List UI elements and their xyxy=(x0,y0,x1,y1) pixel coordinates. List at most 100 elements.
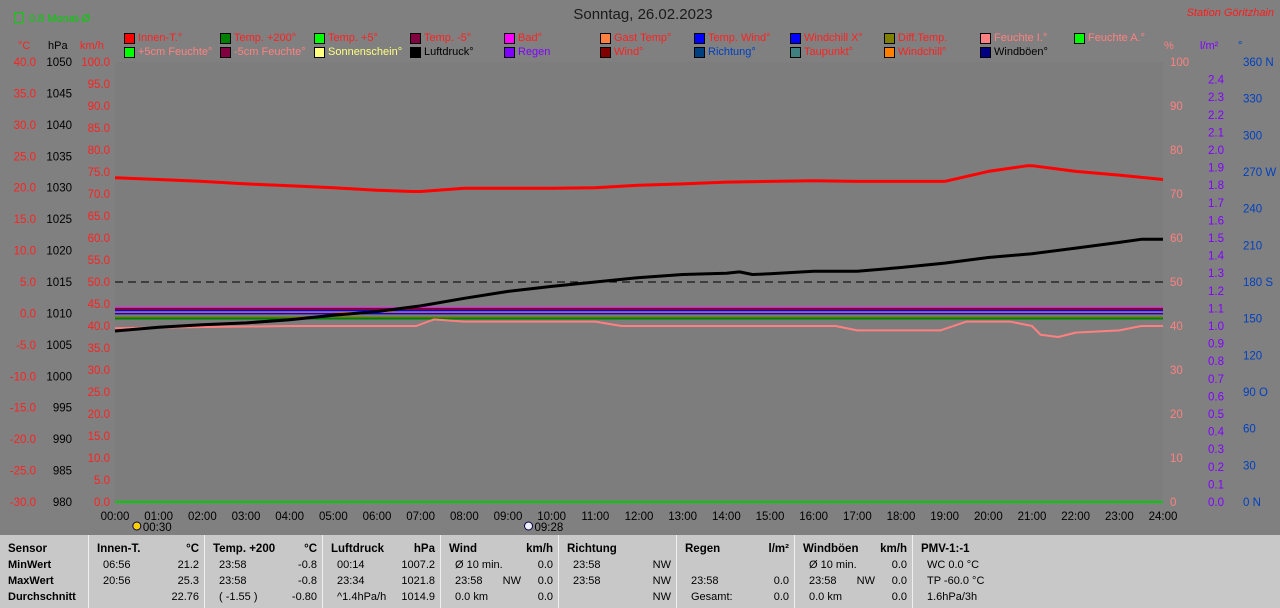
legend-swatch xyxy=(790,47,801,58)
stats-column-unit: l/m² xyxy=(768,543,789,555)
pressure-tick-label: 1000 xyxy=(46,371,72,383)
legend-label: Windchill° xyxy=(898,46,947,58)
marker-time-label: 00:30 xyxy=(143,522,172,534)
x-tick-label: 22:00 xyxy=(1061,511,1090,523)
stats-cell-time: TP -60.0 °C xyxy=(927,575,985,587)
stats-column: Regen l/m² 23:58 0.0 Gesamt: 0.0 xyxy=(676,535,795,608)
stats-column: Luftdruck hPa 00:14 1007.2 23:34 1021.8 ^1.4hP… xyxy=(322,535,441,608)
x-tick-label: 23:00 xyxy=(1105,511,1134,523)
legend-label: Wind° xyxy=(614,46,644,58)
wind-tick-label: 25.0 xyxy=(88,387,110,399)
stats-cell-time: Ø 10 min. xyxy=(809,559,857,571)
stats-column: Wind km/h Ø 10 min. 0.0 23:58 NW 0.0 0.0 km 0.0 xyxy=(440,535,559,608)
stats-column-unit: km/h xyxy=(526,543,553,555)
stats-column-unit: km/h xyxy=(880,543,907,555)
humidity-tick-label: 30 xyxy=(1170,365,1183,377)
humidity-tick-label: 20 xyxy=(1170,409,1183,421)
checkbox-icon[interactable] xyxy=(14,12,24,23)
legend-swatch xyxy=(694,33,705,44)
rain-tick-label: 1.4 xyxy=(1208,251,1225,263)
pressure-tick-label: 1040 xyxy=(46,120,72,132)
x-tick-label: 14:00 xyxy=(712,511,741,523)
direction-tick-label: 330 xyxy=(1243,94,1262,106)
wind-tick-label: 65.0 xyxy=(88,211,110,223)
rain-tick-label: 0.6 xyxy=(1208,391,1224,403)
legend-label: +5cm Feuchte° xyxy=(138,46,213,58)
humidity-tick-label: 0 xyxy=(1170,497,1176,509)
temp-tick-label: -5.0 xyxy=(16,340,36,352)
x-tick-label: 21:00 xyxy=(1018,511,1047,523)
legend-label: Bad° xyxy=(518,32,542,44)
chart-title: Sonntag, 26.02.2023 xyxy=(573,6,713,23)
x-tick-label: 15:00 xyxy=(756,511,785,523)
wind-tick-label: 15.0 xyxy=(88,431,110,443)
humidity-tick-label: 70 xyxy=(1170,189,1183,201)
humidity-tick-label: 80 xyxy=(1170,145,1183,157)
stats-cell-time: 23:58 xyxy=(809,575,837,587)
wind-tick-label: 50.0 xyxy=(88,277,110,289)
sunrise-moon-icon xyxy=(132,521,142,531)
stats-column-title: Innen-T. xyxy=(97,543,141,555)
temp-tick-label: 0.0 xyxy=(20,308,36,320)
stats-column-title: Temp. +200 xyxy=(213,543,276,555)
stats-cell-value: NW xyxy=(652,591,671,603)
legend-label: Feuchte I.° xyxy=(994,32,1048,44)
stats-cell-time: 0.0 km xyxy=(809,591,843,603)
legend-swatch xyxy=(410,33,421,44)
monthly-average-toggle[interactable]: 0.8 Monat-Ø xyxy=(14,12,90,25)
stats-row-label-avg: Durchschnitt xyxy=(8,591,76,603)
legend-swatch xyxy=(600,47,611,58)
legend-swatch xyxy=(314,33,325,44)
celsius-axis-header: °C xyxy=(18,40,31,52)
wind-tick-label: 60.0 xyxy=(88,233,110,245)
wind-tick-label: 45.0 xyxy=(88,299,110,311)
stats-cell-time: 1.6hPa/3h xyxy=(927,591,978,603)
rain-tick-label: 2.3 xyxy=(1208,92,1224,104)
pressure-tick-label: 990 xyxy=(53,434,72,446)
chart: 40.0 35.0 30.0 25.0 20.0 15.0 10.0 5.0 0.0 -5.0 -1… xyxy=(10,57,1277,534)
humidity-tick-label: 10 xyxy=(1170,453,1183,465)
rain-tick-label: 1.8 xyxy=(1208,180,1224,192)
x-tick-label: 01:00 xyxy=(144,511,173,523)
legend-swatch xyxy=(504,33,515,44)
wind-tick-label: 85.0 xyxy=(88,123,110,135)
x-tick-label: 04:00 xyxy=(275,511,304,523)
x-tick-label: 05:00 xyxy=(319,511,348,523)
direction-tick-label: 150 xyxy=(1243,314,1262,326)
rain-tick-label: 2.2 xyxy=(1208,110,1224,122)
wind-tick-label: 10.0 xyxy=(88,453,110,465)
direction-tick-label: 120 xyxy=(1243,350,1262,362)
rain-tick-label: 2.1 xyxy=(1208,127,1224,139)
stats-column-unit: °C xyxy=(186,543,199,555)
moonset-icon xyxy=(524,521,534,531)
rain-tick-label: 2.4 xyxy=(1208,75,1225,87)
rain-tick-label: 1.0 xyxy=(1208,321,1224,333)
temp-tick-label: -25.0 xyxy=(10,466,36,478)
temp-tick-label: -30.0 xyxy=(10,497,36,509)
legend-swatch xyxy=(980,47,991,58)
rain-tick-label: 0.5 xyxy=(1208,409,1224,421)
pressure-tick-label: 1035 xyxy=(46,151,72,163)
stats-column-title: Wind xyxy=(449,543,477,555)
legend-label: Temp. +5° xyxy=(328,32,378,44)
legend-label: -5cm Feuchte° xyxy=(234,46,306,58)
temp-tick-label: 35.0 xyxy=(14,88,36,100)
marker-time-label: 09:28 xyxy=(535,522,564,534)
legend-label: Diff.Temp. xyxy=(898,32,948,44)
legend-swatch xyxy=(410,47,421,58)
temp-tick-label: 10.0 xyxy=(14,246,36,258)
stats-column-title: PMV-1:-1 xyxy=(921,543,970,555)
x-tick-label: 10:00 xyxy=(537,511,566,523)
stats-cell-time: 00:14 xyxy=(337,559,365,571)
wind-tick-label: 95.0 xyxy=(88,79,110,91)
temp-tick-label: 25.0 xyxy=(14,151,36,163)
rain-axis-header: l/m² xyxy=(1200,40,1219,52)
stats-cell-value: 0.0 xyxy=(537,575,553,587)
stats-column: Windböen km/h Ø 10 min. 0.0 23:58 NW 0.0 0.0 km… xyxy=(794,535,913,608)
legend-label: Windböen° xyxy=(994,46,1048,58)
humidity-tick-label: 40 xyxy=(1170,321,1183,333)
pressure-tick-label: 1045 xyxy=(46,88,72,100)
stats-cell-value: 0.0 xyxy=(537,559,553,571)
stats-cell-time: 23:58 xyxy=(219,575,247,587)
humidity-tick-label: 50 xyxy=(1170,277,1183,289)
